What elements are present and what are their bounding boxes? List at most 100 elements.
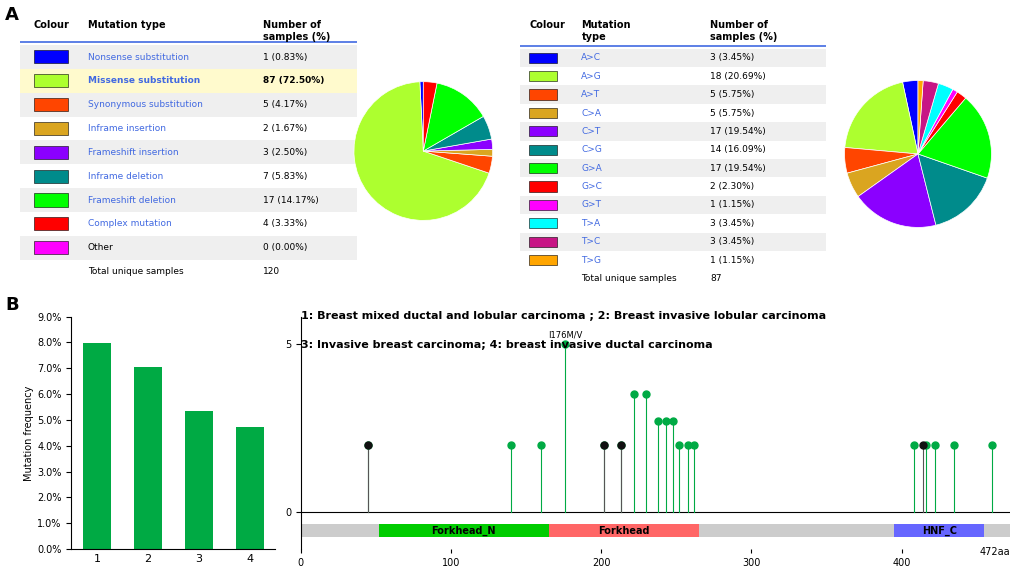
Bar xyxy=(34,51,67,63)
Text: Number of
samples (%): Number of samples (%) xyxy=(263,20,330,42)
Bar xyxy=(20,260,357,284)
Bar xyxy=(34,193,67,206)
Text: 5 (5.75%): 5 (5.75%) xyxy=(709,109,754,117)
Bar xyxy=(529,71,556,81)
Wedge shape xyxy=(844,148,917,173)
Wedge shape xyxy=(423,82,436,151)
Text: A>T: A>T xyxy=(581,90,600,99)
Bar xyxy=(83,343,111,549)
Bar xyxy=(529,53,556,63)
Text: 120: 120 xyxy=(263,267,279,276)
Text: A>G: A>G xyxy=(581,71,601,81)
Bar xyxy=(520,159,825,177)
Bar xyxy=(520,251,825,270)
Text: 14 (16.09%): 14 (16.09%) xyxy=(709,145,765,155)
Wedge shape xyxy=(857,154,935,227)
Text: 3 (3.45%): 3 (3.45%) xyxy=(709,53,753,62)
Text: 3 (2.50%): 3 (2.50%) xyxy=(263,148,307,157)
Wedge shape xyxy=(423,149,492,156)
Bar xyxy=(520,122,825,141)
Text: C>A: C>A xyxy=(581,109,601,117)
Text: B: B xyxy=(5,296,18,314)
Text: Forkhead: Forkhead xyxy=(597,526,649,536)
Text: 2 (2.30%): 2 (2.30%) xyxy=(709,182,753,191)
Bar xyxy=(301,525,1009,537)
Wedge shape xyxy=(917,84,952,154)
Text: T>A: T>A xyxy=(581,219,600,228)
Bar xyxy=(894,525,983,537)
Wedge shape xyxy=(917,154,986,225)
Wedge shape xyxy=(420,82,423,151)
Text: G>A: G>A xyxy=(581,164,601,173)
Bar xyxy=(520,104,825,122)
Bar xyxy=(529,145,556,155)
Y-axis label: Mutation frequency: Mutation frequency xyxy=(24,385,35,480)
Bar xyxy=(20,212,357,236)
Text: Inframe deletion: Inframe deletion xyxy=(88,172,163,181)
Bar xyxy=(235,427,264,549)
Text: G>C: G>C xyxy=(581,182,601,191)
Bar xyxy=(520,85,825,104)
Text: 1 (1.15%): 1 (1.15%) xyxy=(709,256,754,265)
Text: 17 (19.54%): 17 (19.54%) xyxy=(709,127,765,136)
Wedge shape xyxy=(847,154,917,196)
Bar xyxy=(20,164,357,188)
Wedge shape xyxy=(917,98,990,178)
Bar xyxy=(379,525,548,537)
Bar xyxy=(20,188,357,212)
Bar xyxy=(529,163,556,173)
Bar xyxy=(34,217,67,230)
Text: Forkhead_N: Forkhead_N xyxy=(431,526,495,536)
Bar xyxy=(133,367,162,549)
Text: C>T: C>T xyxy=(581,127,600,136)
Text: 87 (72.50%): 87 (72.50%) xyxy=(263,76,324,85)
Text: I176M/V: I176M/V xyxy=(547,331,582,339)
Bar xyxy=(20,117,357,141)
Text: Synonymous substitution: Synonymous substitution xyxy=(88,100,203,109)
Text: A: A xyxy=(5,6,19,24)
Bar xyxy=(34,146,67,159)
Text: Other: Other xyxy=(88,243,113,252)
Text: 472aa: 472aa xyxy=(978,547,1009,557)
Wedge shape xyxy=(423,116,491,151)
Text: Number of
samples (%): Number of samples (%) xyxy=(709,20,776,42)
Bar xyxy=(34,170,67,182)
Text: Frameshift insertion: Frameshift insertion xyxy=(88,148,178,157)
Bar xyxy=(34,98,67,111)
Wedge shape xyxy=(423,151,492,173)
Text: 1 (0.83%): 1 (0.83%) xyxy=(263,52,307,62)
Bar xyxy=(34,241,67,254)
Bar xyxy=(520,270,825,288)
Text: 1: Breast mixed ductal and lobular carcinoma ; 2: Breast invasive lobular carcin: 1: Breast mixed ductal and lobular carci… xyxy=(301,311,825,321)
Bar xyxy=(548,525,698,537)
Wedge shape xyxy=(917,89,957,154)
Bar xyxy=(20,93,357,117)
Text: 7 (5.83%): 7 (5.83%) xyxy=(263,172,307,181)
Text: 3: Invasive breast carcinoma; 4: breast invasive ductal carcinoma: 3: Invasive breast carcinoma; 4: breast … xyxy=(301,340,712,350)
Text: 17 (19.54%): 17 (19.54%) xyxy=(709,164,765,173)
Text: 4 (3.33%): 4 (3.33%) xyxy=(263,220,307,228)
Bar xyxy=(529,89,556,99)
Bar xyxy=(184,411,213,549)
Text: 0 (0.00%): 0 (0.00%) xyxy=(263,243,307,252)
Text: 87: 87 xyxy=(709,274,720,283)
Text: Total unique samples: Total unique samples xyxy=(88,267,183,276)
Text: 3 (3.45%): 3 (3.45%) xyxy=(709,237,753,246)
Text: A>C: A>C xyxy=(581,53,601,62)
Text: Colour: Colour xyxy=(529,20,565,30)
Text: Total unique samples: Total unique samples xyxy=(581,274,677,283)
Text: 2 (1.67%): 2 (1.67%) xyxy=(263,124,307,133)
Bar xyxy=(520,196,825,214)
Bar xyxy=(20,69,357,93)
Wedge shape xyxy=(354,82,488,220)
Text: 3 (3.45%): 3 (3.45%) xyxy=(709,219,753,228)
Text: HNF_C: HNF_C xyxy=(921,526,956,536)
Bar xyxy=(529,218,556,228)
Wedge shape xyxy=(423,83,483,151)
Bar xyxy=(529,255,556,265)
Text: 18 (20.69%): 18 (20.69%) xyxy=(709,71,765,81)
Text: T>C: T>C xyxy=(581,237,600,246)
Bar xyxy=(529,236,556,247)
Text: 17 (14.17%): 17 (14.17%) xyxy=(263,196,318,205)
Bar xyxy=(34,122,67,135)
